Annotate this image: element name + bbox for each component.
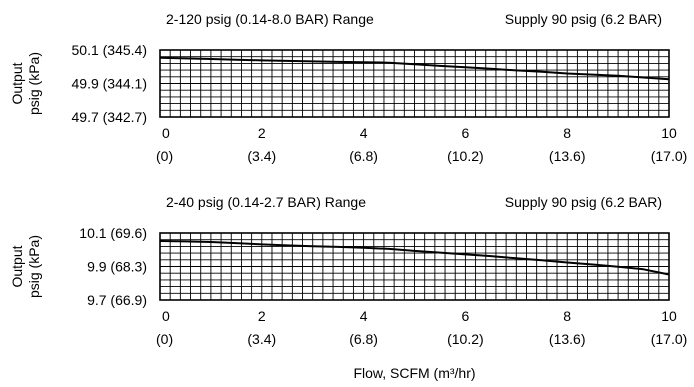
plot-frame xyxy=(159,232,670,301)
y-tick-label: 49.9 (344.1) xyxy=(72,76,148,92)
x-tick-sublabel: (13.6) xyxy=(549,148,586,164)
y-tick-label: 9.7 (66.9) xyxy=(87,292,147,308)
x-tick-label: 0 xyxy=(162,125,170,141)
x-tick-sublabel: (6.8) xyxy=(349,148,378,164)
x-tick-sublabel: (3.4) xyxy=(247,331,276,347)
y-tick-label: 50.1 (345.4) xyxy=(72,42,148,58)
x-tick-label: 6 xyxy=(462,125,470,141)
series-line xyxy=(159,56,670,81)
chart-subtitle: Supply 90 psig (6.2 BAR) xyxy=(505,194,662,210)
x-tick-label: 10 xyxy=(661,308,677,324)
y-axis-label: Output xyxy=(9,245,25,287)
chart-title: 2-40 psig (0.14-2.7 BAR) Range xyxy=(166,194,366,210)
x-tick-sublabel: (0) xyxy=(156,148,173,164)
series-line xyxy=(159,240,670,276)
x-tick-sublabel: (3.4) xyxy=(247,148,276,164)
y-tick-label: 10.1 (69.6) xyxy=(79,225,147,241)
chart-1: 2-120 psig (0.14-8.0 BAR) Range Supply 90… xyxy=(9,11,687,164)
x-tick-sublabel: (10.2) xyxy=(447,148,484,164)
x-tick-label: 8 xyxy=(563,308,571,324)
x-tick-label: 6 xyxy=(462,308,470,324)
x-tick-sublabel: (0) xyxy=(156,331,173,347)
y-axis-label: psig (kPa) xyxy=(26,52,42,115)
x-tick-label: 2 xyxy=(258,125,266,141)
x-tick-label: 2 xyxy=(258,308,266,324)
x-tick-sublabel: (17.0) xyxy=(651,331,688,347)
x-tick-sublabel: (6.8) xyxy=(349,331,378,347)
y-tick-label: 49.7 (342.7) xyxy=(72,109,148,125)
x-tick-sublabel: (17.0) xyxy=(651,148,688,164)
y-axis-label: Output xyxy=(9,62,25,104)
x-axis-label: Flow, SCFM (m³/hr) xyxy=(353,365,475,381)
y-tick-label: 9.9 (68.3) xyxy=(87,259,147,275)
x-tick-sublabel: (13.6) xyxy=(549,331,586,347)
chart-title: 2-120 psig (0.14-8.0 BAR) Range xyxy=(166,11,374,27)
x-tick-label: 8 xyxy=(563,125,571,141)
grid xyxy=(160,233,669,300)
x-tick-label: 4 xyxy=(360,125,368,141)
y-axis-label: psig (kPa) xyxy=(26,235,42,298)
x-tick-label: 0 xyxy=(162,308,170,324)
x-tick-label: 4 xyxy=(360,308,368,324)
x-tick-label: 10 xyxy=(661,125,677,141)
chart-subtitle: Supply 90 psig (6.2 BAR) xyxy=(505,11,662,27)
chart-2: 2-40 psig (0.14-2.7 BAR) Range Supply 90 … xyxy=(9,194,687,381)
x-tick-sublabel: (10.2) xyxy=(447,331,484,347)
plot-frame xyxy=(159,49,670,118)
